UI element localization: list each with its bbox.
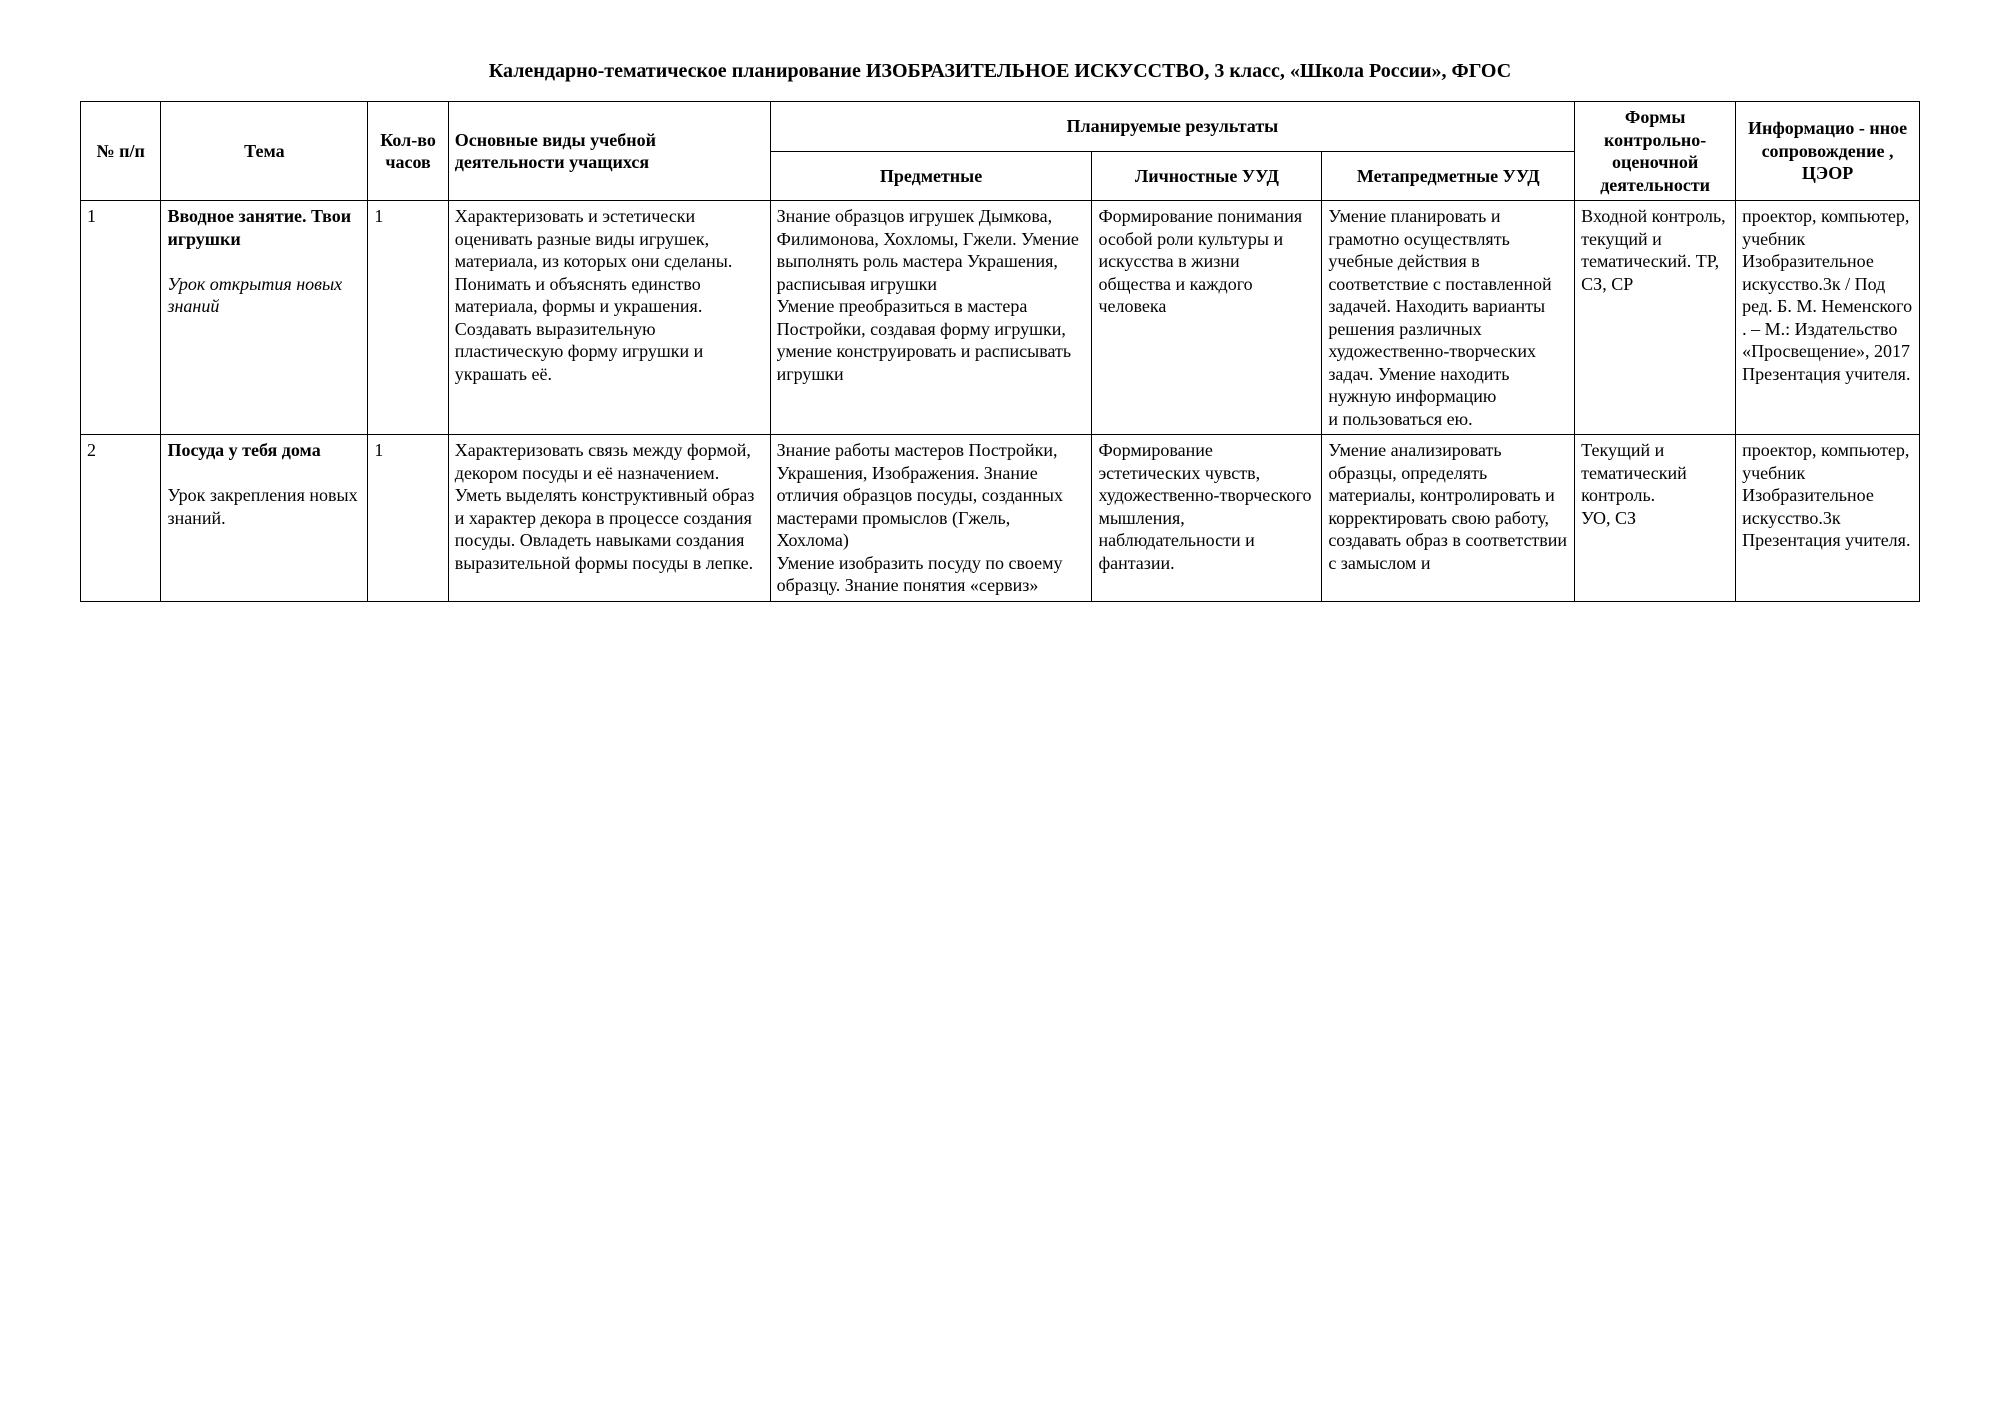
cell-lichnost: Формирование эстетических чувств, художе… — [1092, 435, 1322, 602]
cell-tema: Вводное занятие. Твои игрушки Урок откры… — [161, 201, 368, 435]
cell-hours: 1 — [368, 435, 448, 602]
cell-info-shared: проектор, компьютер, учебник Изобразител… — [1736, 201, 1920, 435]
subheader-lichnost: Личностные УУД — [1092, 151, 1322, 201]
header-forms: Формы контрольно-оценочной деятельности — [1575, 102, 1736, 201]
cell-tema: Посуда у тебя дома Урок закрепления новы… — [161, 435, 368, 602]
table-row: 1 Вводное занятие. Твои игрушки Урок отк… — [81, 201, 1920, 435]
cell-predmet: Знание образцов игрушек Дымкова, Филимон… — [770, 201, 1092, 435]
page-title: Календарно-тематическое планирование ИЗО… — [80, 60, 1920, 83]
header-num: № п/п — [81, 102, 161, 201]
cell-activities: Характеризовать связь между формой, деко… — [448, 435, 770, 602]
table-header-row-1: № п/п Тема Кол-во часов Основные виды уч… — [81, 102, 1920, 152]
cell-predmet: Знание работы мастеров Постройки, Украше… — [770, 435, 1092, 602]
tema-plain: Урок закрепления новых знаний. — [167, 485, 357, 528]
header-tema: Тема — [161, 102, 368, 201]
cell-num: 2 — [81, 435, 161, 602]
cell-metapred: Умение анализировать образцы, определять… — [1322, 435, 1575, 602]
cell-info: проектор, компьютер, учебник Изобразител… — [1736, 435, 1920, 602]
header-results-group: Планируемые результаты — [770, 102, 1575, 152]
planning-table: № п/п Тема Кол-во часов Основные виды уч… — [80, 101, 1920, 602]
cell-forms: Текущий и тематический контроль.УО, СЗ — [1575, 435, 1736, 602]
tema-bold: Посуда у тебя дома — [167, 440, 320, 460]
header-info: Информацио - нное сопровождение , ЦЭОР — [1736, 102, 1920, 201]
header-hours: Кол-во часов — [368, 102, 448, 201]
table-row: 2 Посуда у тебя дома Урок закрепления но… — [81, 435, 1920, 602]
cell-hours: 1 — [368, 201, 448, 435]
cell-num: 1 — [81, 201, 161, 435]
cell-activities: Характеризовать и эстетически оценивать … — [448, 201, 770, 435]
subheader-metapred: Метапредметные УУД — [1322, 151, 1575, 201]
tema-bold: Вводное занятие. Твои игрушки — [167, 206, 351, 249]
tema-italic: Урок открытия новых знаний — [167, 274, 342, 317]
cell-metapred: Умение планировать и грамотно осуществля… — [1322, 201, 1575, 435]
header-activities: Основные виды учебной деятельности учащи… — [448, 102, 770, 201]
subheader-predmet: Предметные — [770, 151, 1092, 201]
cell-forms-shared: Входной контроль, текущий и тематический… — [1575, 201, 1736, 435]
cell-lichnost: Формирование понимания особой роли культ… — [1092, 201, 1322, 435]
